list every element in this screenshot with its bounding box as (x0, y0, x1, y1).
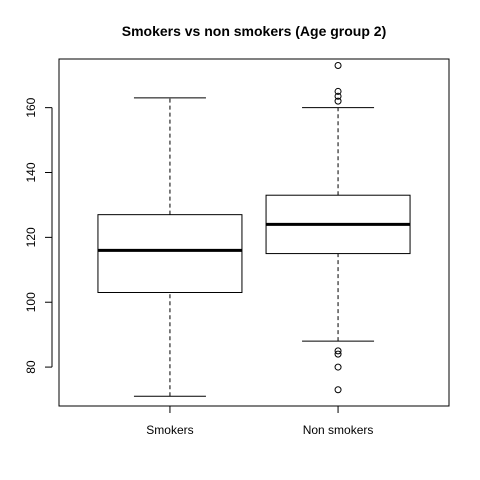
box-group (97, 97, 243, 397)
y-axis: 80 100 120 140 160 (24, 97, 53, 374)
boxes (97, 61, 411, 397)
outlier-point (334, 87, 342, 95)
outlier-point (334, 97, 342, 105)
iqr-box (97, 214, 243, 293)
y-tick-label: 80 (24, 360, 38, 374)
y-tick-label: 160 (24, 97, 38, 117)
x-tick-label: Non smokers (303, 423, 374, 437)
outlier-point (334, 363, 342, 371)
outlier-point (334, 350, 342, 358)
outlier-point (334, 92, 342, 100)
y-tick-label: 140 (24, 162, 38, 182)
y-tick-label: 100 (24, 292, 38, 312)
x-tick-label: Smokers (146, 423, 193, 437)
y-tick-label: 120 (24, 227, 38, 247)
x-axis: Smokers Non smokers (146, 405, 374, 437)
box-group (265, 61, 411, 394)
outlier-point (334, 386, 342, 394)
outlier-point (334, 61, 342, 69)
chart-title: Smokers vs non smokers (Age group 2) (122, 23, 387, 39)
outlier-point (334, 347, 342, 355)
